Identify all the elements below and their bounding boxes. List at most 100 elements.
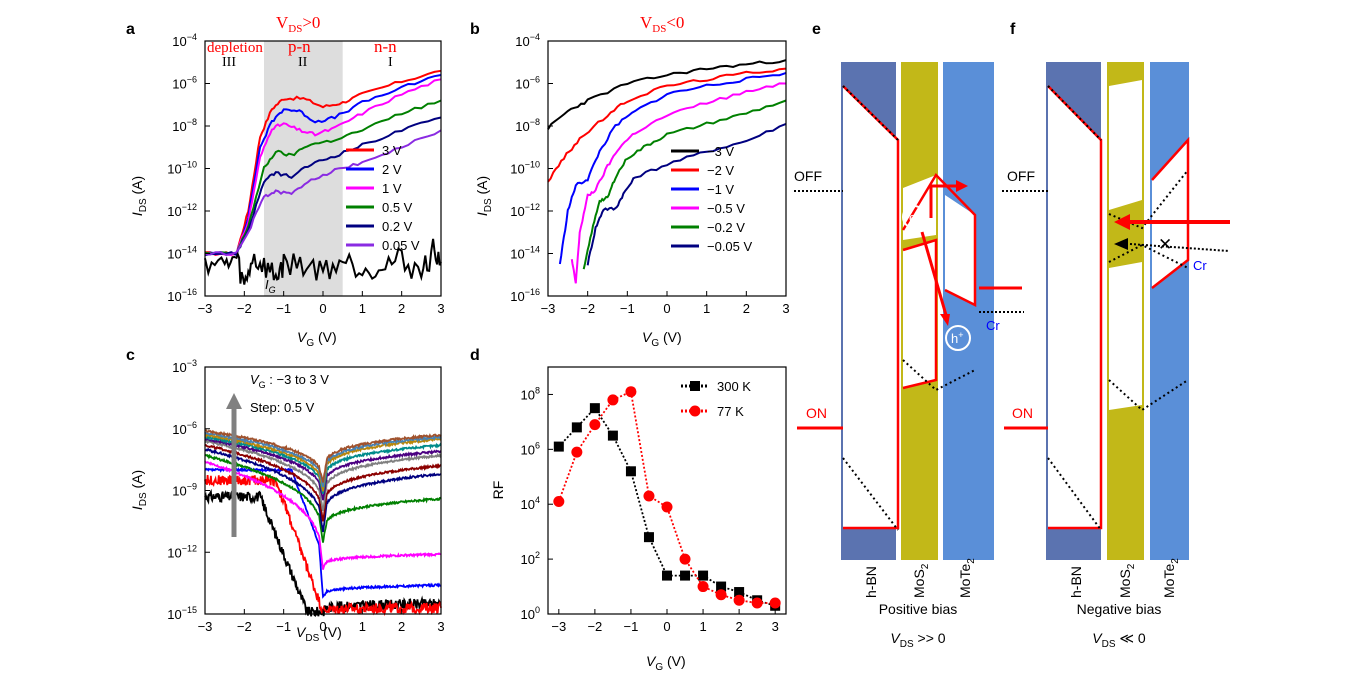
mote2-gap: [945, 195, 975, 305]
series-line: [547, 59, 787, 130]
mote2-layer: [943, 62, 994, 560]
mote2-layer-label: MoTe2: [957, 558, 977, 598]
panel-label-f: f: [1010, 21, 1016, 38]
blocked-cross-icon: ✕: [1158, 235, 1172, 254]
mos2-layer-label: MoS2: [1117, 563, 1137, 598]
series-line: [204, 69, 442, 256]
y-tick-label: 10−10: [167, 160, 197, 177]
series-line: [204, 129, 442, 257]
x-tick-label: 0: [663, 301, 670, 316]
hbn-gap-region: [843, 86, 898, 528]
data-point: [553, 441, 564, 452]
output-curve: [204, 453, 442, 543]
legend-marker: [690, 381, 700, 391]
data-point: [679, 553, 691, 565]
x-tick-label: −3: [541, 301, 556, 316]
legend-label: −2 V: [707, 163, 734, 178]
cr-label: Cr: [1193, 258, 1207, 273]
output-curve: [204, 460, 442, 570]
legend-marker: [689, 405, 701, 417]
y-axis-label: IDS (A): [129, 470, 149, 510]
data-point: [625, 466, 636, 477]
mote2-layer-label: MoTe2: [1161, 558, 1181, 598]
dotted-edge-upper: [1108, 169, 1189, 230]
x-tick-label: −1: [620, 301, 635, 316]
panel-label-e: e: [812, 21, 821, 38]
data-point: [697, 581, 709, 593]
hbn-band-edge-dotted-low: [842, 457, 899, 531]
data-point: [733, 594, 745, 606]
series-line: [586, 122, 787, 266]
electron-arrow-icon: [1114, 214, 1130, 230]
legend-label: 1 V: [382, 181, 402, 196]
panel-label-c: c: [126, 347, 135, 364]
output-curve: [204, 437, 442, 501]
panel-label-a: a: [126, 21, 135, 38]
data-point: [769, 597, 781, 609]
x-tick-label: 0: [663, 619, 670, 634]
plot-frame: [547, 40, 787, 297]
hole-label: h+: [951, 330, 964, 346]
x-tick-label: 1: [703, 301, 710, 316]
hbn-band-edge: [1047, 85, 1103, 530]
legend-label: 2 V: [382, 162, 402, 177]
electron-arrow-icon: [956, 180, 968, 192]
legend-label: −3 V: [707, 144, 734, 159]
output-curve: [204, 466, 442, 599]
data-point: [589, 419, 601, 431]
output-curve: [204, 439, 442, 512]
data-point: [698, 570, 709, 581]
data-point: [643, 490, 655, 502]
output-curve: [204, 431, 442, 488]
x-axis-label: VDS (V): [296, 624, 342, 644]
hole-circle: [945, 325, 971, 351]
y-tick-label: 10−6: [515, 75, 540, 92]
x-tick-label: −2: [587, 619, 602, 634]
y-tick-label: 10−8: [172, 117, 197, 134]
y-axis-label: IDS (A): [129, 176, 149, 216]
gate-step-note: Step: 0.5 V: [250, 400, 315, 415]
bias-condition: VDS >> 0: [890, 630, 945, 650]
axes-group: −3 −2 −1 0 1 2 3 108 106 104 102 100: [521, 385, 779, 634]
data-point: [607, 430, 618, 441]
x-tick-label: 3: [772, 619, 779, 634]
legend: 3 V 2 V 1 V 0.5 V 0.2 V 0.05 V: [346, 143, 420, 253]
x-tick-label: −2: [237, 619, 252, 634]
cr-label: Cr: [986, 318, 1000, 333]
panel-a-iv-transfer-positive: a VDS>0 depletion p-n n-n III II I −3 −2−…: [126, 13, 445, 349]
y-tick-label: 10−15: [167, 605, 197, 622]
legend: −3 V −2 V −1 V −0.5 V −0.2 V −0.05 V: [671, 144, 753, 254]
legend-label: −0.2 V: [707, 220, 745, 235]
panel-b-title: VDS<0: [640, 13, 684, 35]
x-tick-label: 2: [743, 301, 750, 316]
hbn-band-edge: [842, 85, 900, 530]
panel-f-band-diagram-negative: f OFF ON ✕ Cr h-BN MoS2 MoTe2 Negative b…: [1002, 21, 1230, 650]
y-tick-label: 10−12: [167, 202, 197, 219]
off-label: OFF: [1007, 168, 1035, 184]
legend-label: −1 V: [707, 182, 734, 197]
data-point: [553, 495, 565, 507]
series-line: [204, 99, 442, 255]
off-label: OFF: [794, 168, 822, 184]
blocked-arrow-icon: [1114, 238, 1128, 250]
y-tick-label: 10−9: [172, 482, 197, 499]
y-tick-label: 10−3: [172, 358, 197, 375]
panel-label-b: b: [470, 21, 480, 38]
data-point: [680, 570, 691, 581]
output-curve: [204, 435, 442, 494]
legend-label: 3 V: [382, 143, 402, 158]
x-tick-label: −2: [580, 301, 595, 316]
gate-current-label: IG: [265, 277, 276, 295]
panel-label-d: d: [470, 347, 480, 364]
panel-a-title: VDS>0: [276, 13, 320, 35]
dotted-edge-lower: [1108, 379, 1189, 412]
series-group: [204, 69, 442, 285]
x-tick-label: 1: [359, 301, 366, 316]
series-group: [204, 429, 442, 618]
y-tick-label: 10−14: [167, 245, 197, 262]
output-curve: [204, 447, 442, 533]
y-tick-label: 10−16: [167, 287, 197, 304]
panel-e-band-diagram-positive: e OFF ON e− h+ Cr h-BN MoS2 MoTe2 Positi…: [794, 21, 1024, 650]
electron-circle: [902, 205, 926, 229]
